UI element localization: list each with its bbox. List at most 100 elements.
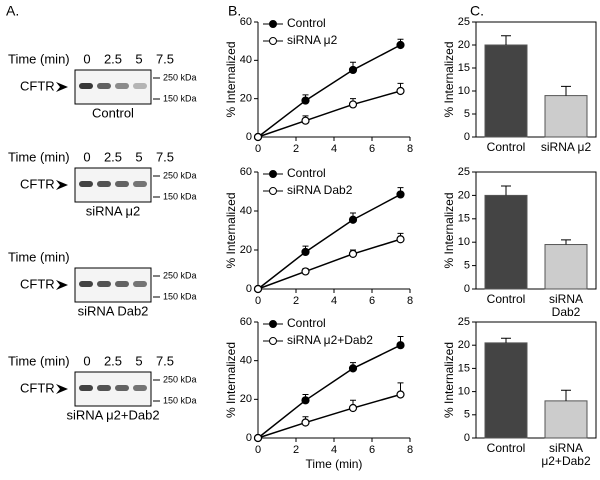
blot-caption: Control [92,105,134,120]
series-line [257,90,401,138]
y-tick-label: 0 [246,131,252,143]
error-bar [561,389,571,401]
data-point [348,65,358,75]
blot-band [79,385,93,391]
data-point [253,433,263,443]
x-tick-label: 2 [293,143,299,155]
y-tick-label: 20 [240,93,252,105]
data-point [396,190,405,199]
time-value: 5 [135,51,142,66]
data-point [301,418,310,427]
blot-band [115,83,129,89]
x-tick-label: 2 [293,444,299,456]
x-tick-label: 8 [407,444,413,456]
band-label: CFTR [20,276,55,291]
y-tick-label: 40 [240,205,252,217]
y-axis-label: % Internalized [224,192,238,268]
y-tick-label: 15 [458,213,470,225]
y-tick-label: 60 [240,166,252,178]
y-axis-label: % Internalized [442,41,456,117]
time-value: 7.5 [156,51,174,66]
y-tick-label: 20 [240,244,252,256]
legend-marker [269,187,277,195]
x-tick-label: 6 [369,444,375,456]
time-label: Time (min) [8,51,70,66]
time-value: 2.5 [104,149,122,164]
x-tick-label: 6 [369,295,375,307]
blot-caption: siRNA Dab2 [78,303,149,318]
data-point [348,100,358,109]
mw-marker: 250 kDa [163,170,197,180]
blot-band [133,385,147,391]
panel-label: A. [6,3,19,19]
error-bar [501,185,511,196]
y-tick-label: 25 [458,16,470,28]
y-tick-label: 0 [246,432,252,444]
y-tick-label: 15 [458,362,470,374]
y-tick-label: 25 [458,316,470,328]
legend-label: Control [287,316,326,330]
legend-marker [269,170,277,178]
y-tick-label: 0 [464,432,470,444]
legend-marker [269,37,277,45]
x-tick-label: 4 [331,295,337,307]
y-axis-label: % Internalized [224,342,238,418]
x-tick-label: Control [486,292,526,306]
time-value: 5 [135,149,142,164]
y-tick-label: 40 [240,355,252,367]
y-tick-label: 0 [246,283,252,295]
mw-marker: 150 kDa [163,191,197,201]
y-tick-label: 20 [458,339,470,351]
blot-band [115,281,129,287]
legend-marker [269,320,277,328]
legend-label: Control [287,166,326,180]
data-point [348,364,358,373]
y-tick-label: 5 [464,108,470,120]
time-label: Time (min) [8,249,70,264]
y-tick-label: 10 [458,236,470,248]
bar [484,194,528,290]
band-arrow [56,384,68,394]
x-tick-label: 8 [407,143,413,155]
time-value: 2.5 [104,51,122,66]
error-bar [501,337,511,343]
blot-band [97,281,111,287]
legend-label: siRNA μ2 [287,33,338,47]
data-point [396,86,405,96]
plot-frame [475,21,597,138]
x-tick-label: 4 [331,143,337,155]
x-tick-label: 8 [407,295,413,307]
legend-label: Control [287,16,326,30]
y-tick-label: 0 [464,283,470,295]
data-point [396,40,405,50]
data-point [253,132,263,142]
band-label: CFTR [20,380,55,395]
mw-marker: 150 kDa [163,291,197,301]
data-point [348,215,358,224]
data-point [396,341,405,350]
bar [544,400,588,439]
data-point [301,116,310,125]
data-point [396,235,405,244]
data-point [301,267,310,276]
blot-band [79,83,93,89]
x-tick-label: Control [486,140,526,154]
time-value: 0 [83,149,90,164]
bar [544,95,588,138]
x-tick-label: 0 [255,444,261,456]
panel-label: C. [470,3,484,19]
time-value: 0 [83,353,90,368]
blot-band [79,181,93,187]
blot-band [133,281,147,287]
y-axis-label: % Internalized [442,342,456,418]
time-value: 0 [83,51,90,66]
legend-marker [269,20,277,28]
y-tick-label: 40 [240,54,252,66]
error-bar [561,239,571,245]
y-tick-label: 5 [464,260,470,272]
blot-band [133,181,147,187]
y-axis-label: % Internalized [442,192,456,268]
mw-marker: 150 kDa [163,395,197,405]
data-point [301,247,310,257]
